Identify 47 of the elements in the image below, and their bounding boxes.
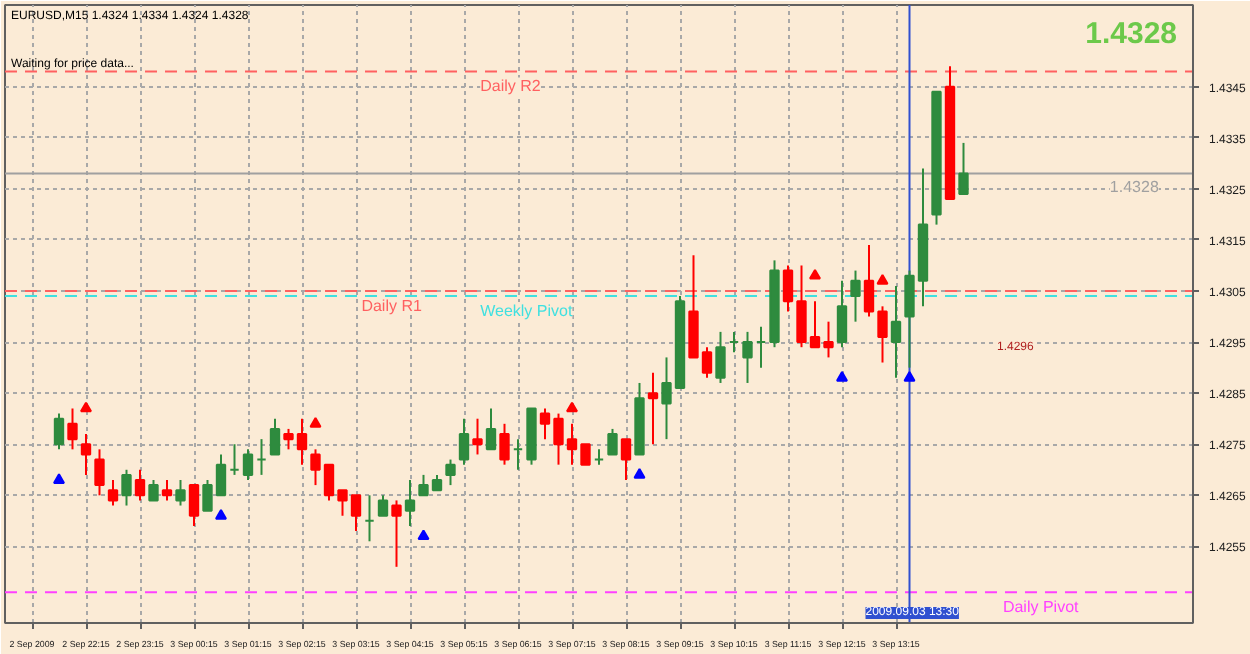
candlestick [269,417,281,456]
candlestick [121,468,132,507]
candlestick [377,494,389,517]
candlestick [53,412,65,451]
point [633,468,646,479]
point [903,371,916,382]
candlestick [148,478,159,502]
candlestick [836,279,848,349]
point [566,401,578,413]
candlestick [161,478,173,502]
candlestick [67,407,78,451]
candlestick [107,478,119,507]
candlestick [242,448,254,481]
annotation: 1.4328 [1085,17,1178,51]
candlestick [175,478,186,507]
candlestick [134,468,146,502]
point [876,274,889,285]
candlestick [607,427,618,456]
ref-line-label: Daily R2 [480,77,542,96]
point [53,473,65,484]
candlestick [404,478,416,527]
candlestick [80,433,92,476]
point [80,401,92,413]
candlestick [620,438,632,481]
point [309,417,322,428]
candlestick [958,141,969,195]
candlestick [742,330,753,384]
candlestick [850,269,861,323]
candlestick [715,330,726,384]
candlestick [391,499,402,568]
candlestick [499,422,510,466]
ref-line-label: Daily Pivot [1002,598,1081,617]
candlestick [890,284,902,379]
candlestick [94,448,105,497]
candlestick [485,407,497,451]
point [417,529,430,541]
candlestick [445,458,456,487]
candlestick [647,371,659,446]
candlestick [458,417,470,466]
candlestick [188,484,200,527]
point [809,268,821,280]
candlestick [472,417,483,456]
ref-line-label: 1.4328 [1109,177,1160,196]
point [836,371,848,382]
point [215,508,227,520]
ref-line-label: Weekly Pivot [480,302,574,321]
ref-line-label: Daily R1 [361,297,423,316]
